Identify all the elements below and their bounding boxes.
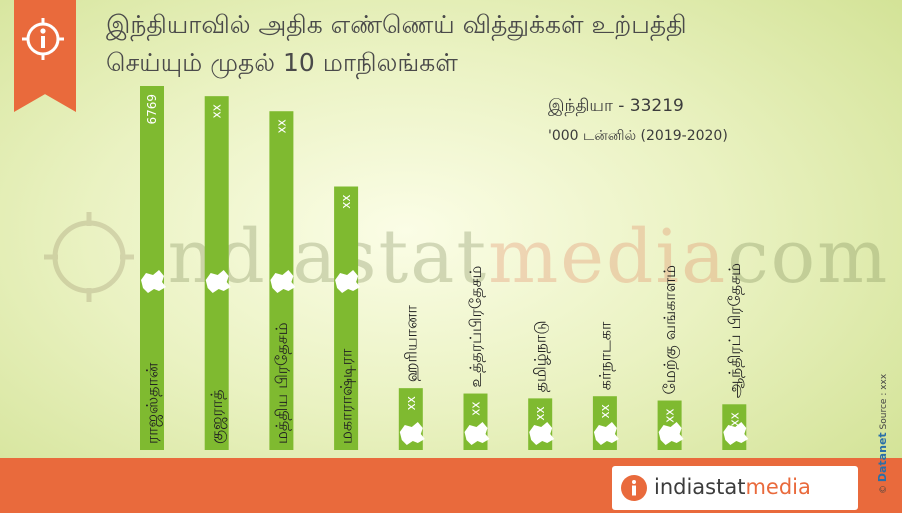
- category-label: மத்திய பிரதேசம்: [272, 322, 291, 444]
- state-map-icon: [141, 270, 166, 293]
- watermark-info-icon: [44, 212, 134, 302]
- watermark-part-1: indiastat: [142, 214, 489, 300]
- title-line-2: செய்யும் முதல் 10 மாநிலங்கள்: [106, 48, 458, 77]
- title-line-1: இந்தியாவில் அதிக எண்ணெய் வித்துக்கள் உற்…: [106, 10, 687, 39]
- bar-value-label: xx: [663, 409, 677, 423]
- state-map-icon: [270, 270, 296, 293]
- category-label: மேற்கு வங்காளம்: [660, 265, 680, 395]
- bar-value-label: xx: [339, 195, 353, 209]
- watermark-part-2: media: [488, 214, 728, 300]
- bar: [140, 86, 164, 450]
- watermark-part-3: com: [727, 214, 890, 300]
- bar-value-label: xx: [210, 104, 224, 118]
- logo-info-icon: [621, 475, 647, 501]
- logo-text-part-1: indiastat: [654, 475, 746, 499]
- chart-title: இந்தியாவில் அதிக எண்ணெய் வித்துக்கள் உற்…: [106, 6, 896, 82]
- watermark: indiastatmediacom: [46, 212, 887, 302]
- datanet-brand: Datanet: [876, 432, 889, 483]
- state-map-icon: [205, 270, 231, 293]
- copyright-symbol: ©: [879, 485, 889, 494]
- header-ribbon: [14, 0, 76, 112]
- state-map-icon: [464, 422, 490, 445]
- bar-value-label: xx: [598, 404, 612, 418]
- bar-value-label: xx: [274, 119, 288, 133]
- category-label: தமிழ்நாடு: [531, 320, 550, 392]
- source-text: Source : xxx: [879, 373, 889, 430]
- logo-text-part-2: media: [745, 475, 811, 499]
- category-label: ராஜஸ்தான்: [143, 362, 163, 444]
- indiastatmedia-logo: indiastatmedia: [612, 466, 858, 510]
- category-label: ஹரியானா: [401, 304, 420, 382]
- state-map-icon: [723, 422, 749, 445]
- state-map-icon: [658, 422, 684, 445]
- state-map-icon: [593, 422, 619, 445]
- state-map-icon: [335, 270, 361, 293]
- category-label: ஆந்திரப் பிரதேசம்: [725, 263, 744, 398]
- state-map-icon: [399, 422, 425, 445]
- unit-label: '000 டன்னில் (2019-2020): [548, 128, 728, 144]
- category-label: குஜராத்: [207, 389, 227, 444]
- bar-value-label: xx: [404, 396, 418, 410]
- source-note: © Datanet Source : xxx: [876, 374, 889, 494]
- bar-value-label: xx: [727, 412, 741, 426]
- bar-value-label: xx: [533, 406, 547, 420]
- category-label: மகாராஷ்டிரா: [337, 348, 356, 444]
- bar: [334, 186, 359, 451]
- category-label: உத்தரப்பிரதேசம்: [466, 266, 485, 388]
- state-map-icon: [529, 422, 555, 445]
- bar-value-label: xx: [469, 402, 483, 416]
- india-total: இந்தியா - 33219: [548, 96, 684, 116]
- info-icon: [22, 18, 64, 60]
- bar-value-label: 6769: [145, 94, 159, 125]
- category-label: கர்நாடகா: [595, 321, 614, 390]
